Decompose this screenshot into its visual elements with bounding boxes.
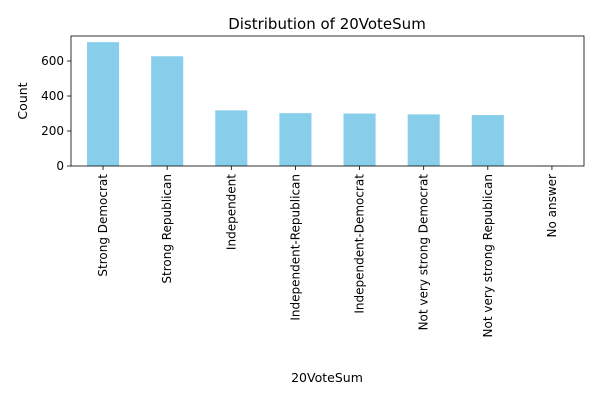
plot-frame	[70, 35, 585, 167]
bar-5	[407, 114, 440, 166]
x-axis-label: 20VoteSum	[291, 370, 363, 385]
bar-3	[279, 113, 312, 166]
y-tick-label-1: 200	[41, 124, 64, 138]
y-axis-label: Count	[15, 82, 30, 119]
x-ticks-layer: Strong Democrat Strong Republican Independ…	[96, 166, 559, 337]
bar-1	[151, 56, 184, 166]
x-tick-label-0: Strong Democrat	[96, 174, 110, 277]
x-tick-label-6: Not very strong Republican	[481, 174, 495, 337]
x-tick-label-1: Strong Republican	[160, 174, 174, 284]
bar-0	[87, 42, 120, 166]
bar-6	[471, 115, 504, 166]
x-tick-label-4: Independent-Democrat	[353, 174, 367, 314]
bar-4	[343, 113, 376, 166]
bars-layer	[87, 42, 568, 166]
y-tick-label-3: 600	[41, 54, 64, 68]
x-tick-label-3: Independent-Republican	[288, 174, 302, 321]
axes-layer	[70, 35, 585, 167]
x-tick-label-2: Independent	[224, 174, 238, 250]
y-tick-label-0: 0	[56, 159, 64, 173]
chart-title: Distribution of 20VoteSum	[228, 15, 426, 33]
x-tick-label-7: No answer	[545, 174, 559, 238]
y-tick-label-2: 400	[41, 89, 64, 103]
bar-2	[215, 110, 248, 166]
y-ticks-layer: 0 200 400 600	[41, 54, 71, 173]
x-tick-label-5: Not very strong Democrat	[417, 174, 431, 331]
